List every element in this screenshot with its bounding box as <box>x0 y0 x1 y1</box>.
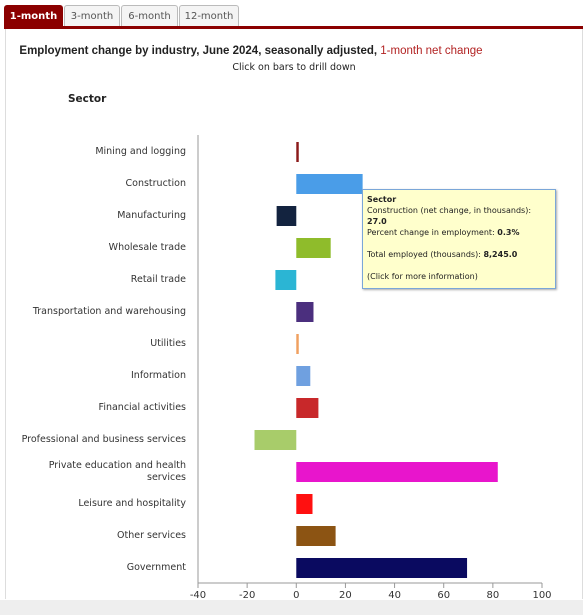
category-label: Transportation and warehousing <box>32 306 186 317</box>
bar[interactable] <box>296 366 311 386</box>
bar[interactable] <box>296 526 336 546</box>
bar[interactable] <box>296 494 313 514</box>
x-tick-label: 60 <box>437 590 450 601</box>
bar[interactable] <box>296 142 299 162</box>
tooltip-label: Percent change in employment: <box>367 228 498 237</box>
category-label: Retail trade <box>130 274 186 285</box>
category-axis-label: Sector <box>68 93 107 105</box>
category-label: Financial activities <box>98 402 186 413</box>
category-label: Private education and health services <box>48 460 186 483</box>
x-tick-label: 20 <box>339 590 352 601</box>
footer <box>0 600 583 615</box>
category-label: Professional and business services <box>21 434 186 445</box>
bar[interactable] <box>296 302 314 322</box>
x-tick-label: -20 <box>239 590 255 601</box>
category-label: Manufacturing <box>117 210 186 221</box>
tooltip-line: Percent change in employment: 0.3% <box>367 227 551 238</box>
tab[interactable]: 12-month <box>179 5 239 27</box>
x-tick-label: -40 <box>190 590 206 601</box>
category-label: Government <box>126 562 186 573</box>
tab[interactable]: 3-month <box>64 5 120 27</box>
bar[interactable] <box>296 334 299 354</box>
bar[interactable] <box>296 462 498 482</box>
tab[interactable]: 1-month <box>4 5 63 27</box>
tooltip-line: Total employed (thousands): 8,245.0 <box>367 249 551 260</box>
category-label: Wholesale trade <box>108 242 186 253</box>
bar[interactable] <box>296 398 319 418</box>
tooltip-label: Total employed (thousands): <box>367 250 484 259</box>
bar[interactable] <box>275 270 297 290</box>
bar[interactable] <box>296 558 468 578</box>
category-label: Construction <box>125 178 187 189</box>
bar[interactable] <box>296 238 331 258</box>
tooltip-note: (Click for more information) <box>367 272 478 281</box>
tab[interactable]: 6-month <box>121 5 178 27</box>
chart-subtitle: Click on bars to drill down <box>232 62 356 73</box>
x-tick-label: 0 <box>293 590 299 601</box>
x-tick-label: 100 <box>532 590 551 601</box>
tooltip-heading: Sector <box>367 195 397 204</box>
tooltip-line: Construction (net change, in thousands):… <box>367 205 551 227</box>
category-label: Other services <box>117 530 186 541</box>
bar[interactable] <box>276 206 297 226</box>
tooltip-value: 0.3% <box>497 228 520 237</box>
tooltip-label: Construction (net change, in thousands): <box>367 206 532 215</box>
category-label: Utilities <box>150 338 186 349</box>
tooltip-value: 8,245.0 <box>483 250 518 259</box>
title-main: Employment change by industry, June 2024… <box>19 45 381 57</box>
chart-title: Employment change by industry, June 2024… <box>0 45 502 57</box>
category-label: Information <box>131 370 186 381</box>
bar[interactable] <box>254 430 297 450</box>
bar[interactable] <box>296 174 363 194</box>
tab-underline <box>4 26 583 29</box>
category-label: Leisure and hospitality <box>78 498 186 509</box>
tooltip: Sector Construction (net change, in thou… <box>362 189 556 289</box>
x-tick-label: 80 <box>486 590 499 601</box>
tooltip-value: 27.0 <box>367 217 387 226</box>
category-label: Mining and logging <box>95 146 186 157</box>
x-tick-label: 40 <box>388 590 401 601</box>
title-highlight: 1-month net change <box>380 45 483 57</box>
